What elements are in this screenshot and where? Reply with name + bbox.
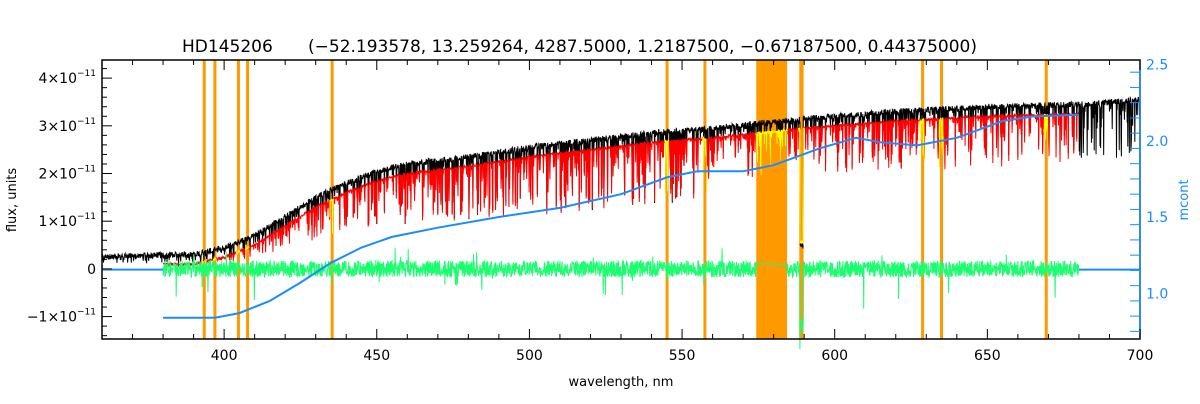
y-axis-right-label: mcont [1177, 179, 1192, 220]
y-tick-mantissa: −1×10 [27, 310, 77, 326]
masked-model-segment [702, 136, 707, 192]
x-tick-label: 550 [669, 348, 696, 364]
masked-model-segment [938, 117, 944, 167]
mask-region [246, 60, 250, 339]
mask-region [756, 60, 788, 339]
y-tick-label: 2×10−11 [39, 165, 96, 183]
y-tick-mantissa: 0 [87, 262, 96, 278]
y-right-tick-label: 1.0 [1146, 286, 1168, 302]
y-tick-label: 3×10−11 [39, 117, 96, 135]
plot-frame [101, 59, 1141, 340]
y-tick-exponent: −11 [77, 69, 96, 79]
y-tick-exponent: −11 [77, 308, 96, 318]
mask-region [799, 60, 804, 339]
axes: 400 450 500 550 600 650 700−1×10−1101×10−112×1… [27, 58, 1168, 364]
x-tick-label: 650 [974, 348, 1001, 364]
masked-model-segment [919, 118, 925, 161]
masked-model-segment [755, 128, 789, 175]
y-tick-exponent: −11 [77, 117, 96, 127]
mask-region [236, 60, 240, 339]
mask-region [921, 60, 925, 339]
residual-line [162, 247, 1080, 350]
mcont-line [163, 113, 1079, 319]
y-tick-label: −1×10−11 [27, 308, 96, 326]
chart-title-object: HD145206 [182, 37, 273, 57]
masked-model-segment [797, 127, 805, 245]
y-tick-exponent: −11 [77, 165, 96, 175]
masked-model-segment [235, 249, 241, 255]
x-axis-label: wavelength, nm [569, 375, 674, 390]
x-tick-label: 450 [363, 348, 390, 364]
masked-model-segment [1043, 113, 1049, 148]
y-tick-exponent: −11 [77, 212, 96, 222]
y-axis-label: flux, units [5, 168, 20, 233]
mask-region [665, 60, 669, 339]
x-tick-label: 400 [211, 348, 238, 364]
mask-region [213, 60, 217, 339]
y-tick-mantissa: 4×10 [39, 71, 77, 87]
y-tick-label: 4×10−11 [39, 69, 96, 87]
x-tick-label: 600 [821, 348, 848, 364]
mask-region [703, 60, 707, 339]
y-right-tick-label: 2.5 [1146, 58, 1168, 74]
x-tick-label: 700 [1127, 348, 1154, 364]
mask-regions [202, 60, 1048, 339]
observed-spectrum-line [101, 96, 1141, 264]
masked-model-segment [664, 139, 670, 196]
y-tick-mantissa: 3×10 [39, 119, 77, 135]
mask-region [202, 60, 206, 339]
mask-region [940, 60, 944, 339]
y-tick-label: 0 [87, 262, 96, 278]
y-tick-label: 1×10−11 [39, 212, 96, 230]
masked-model-segment [329, 198, 335, 234]
model-spectrum-line [162, 111, 1080, 269]
masked-model-segment [244, 244, 250, 252]
y-tick-mantissa: 2×10 [39, 167, 77, 183]
y-right-tick-label: 2.0 [1146, 134, 1168, 150]
y-tick-mantissa: 1×10 [39, 214, 77, 230]
series-layer [101, 96, 1141, 350]
y-right-tick-label: 1.5 [1146, 210, 1168, 226]
x-tick-label: 500 [516, 348, 543, 364]
mask-region [1044, 60, 1048, 339]
chart-title-params: (−52.193578, 13.259264, 4287.5000, 1.218… [308, 37, 977, 57]
